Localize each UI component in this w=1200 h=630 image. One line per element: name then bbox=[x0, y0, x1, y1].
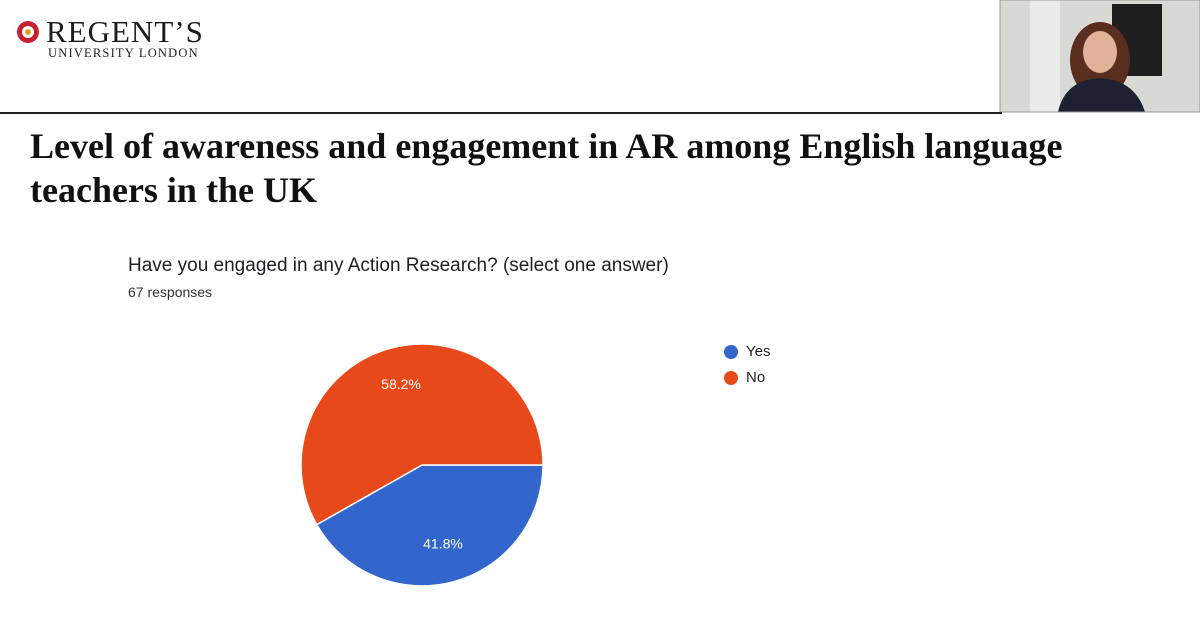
webcam-feed bbox=[999, 0, 1200, 113]
pie-slice bbox=[300, 343, 544, 526]
chart-subtitle: 67 responses bbox=[128, 284, 213, 300]
chart-title: Have you engaged in any Action Research?… bbox=[128, 255, 669, 276]
data-label: 58.2% bbox=[381, 376, 421, 392]
legend-swatch bbox=[724, 371, 738, 385]
header-rule bbox=[0, 112, 1002, 114]
logo-subtitle: UNIVERSITY LONDON bbox=[48, 46, 199, 60]
data-label: 41.8% bbox=[423, 535, 463, 551]
legend-swatch bbox=[724, 345, 738, 359]
legend-label: No bbox=[746, 369, 765, 386]
logo-rose bbox=[17, 21, 39, 43]
logo-name: REGENT’S bbox=[46, 14, 204, 49]
slide-title: Level of awareness and engagement in AR … bbox=[30, 126, 1063, 210]
pie-slice bbox=[315, 464, 544, 587]
legend-label: Yes bbox=[746, 343, 770, 360]
